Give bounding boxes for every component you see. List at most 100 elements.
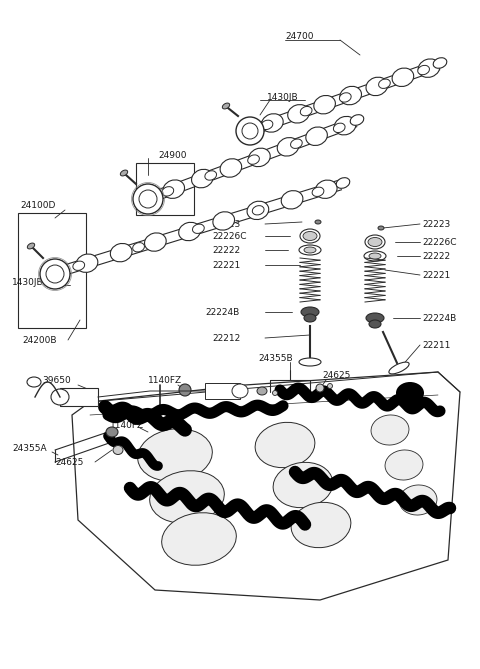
Ellipse shape (339, 93, 351, 102)
Ellipse shape (303, 231, 317, 240)
Ellipse shape (378, 226, 384, 230)
Ellipse shape (40, 259, 70, 289)
Text: 22226C: 22226C (422, 237, 456, 246)
Ellipse shape (255, 422, 315, 468)
Ellipse shape (73, 261, 84, 270)
Text: 24700: 24700 (285, 31, 313, 41)
Ellipse shape (247, 201, 269, 219)
Ellipse shape (261, 120, 273, 130)
Ellipse shape (273, 462, 333, 508)
Text: 24355A: 24355A (12, 444, 47, 452)
Ellipse shape (366, 313, 384, 323)
Text: 22223: 22223 (422, 219, 450, 229)
Ellipse shape (306, 127, 327, 145)
Ellipse shape (179, 384, 191, 396)
Ellipse shape (350, 114, 364, 125)
Ellipse shape (334, 123, 345, 132)
Text: 22223: 22223 (212, 219, 240, 229)
Ellipse shape (220, 159, 241, 177)
Text: 1140FZ: 1140FZ (148, 375, 182, 385)
Ellipse shape (252, 205, 264, 215)
Ellipse shape (150, 471, 224, 523)
Ellipse shape (336, 178, 350, 189)
Ellipse shape (304, 314, 316, 322)
Ellipse shape (144, 233, 166, 252)
Ellipse shape (300, 106, 312, 116)
Ellipse shape (76, 254, 98, 272)
Text: 22222: 22222 (422, 252, 450, 260)
Text: 22222: 22222 (212, 246, 240, 254)
Ellipse shape (418, 59, 440, 78)
Text: 1430JB: 1430JB (12, 278, 44, 286)
Ellipse shape (315, 180, 337, 199)
Ellipse shape (133, 184, 163, 214)
Ellipse shape (364, 251, 386, 261)
Ellipse shape (242, 123, 258, 139)
Ellipse shape (232, 384, 248, 398)
Ellipse shape (399, 485, 437, 515)
Bar (18, 213, 86, 328)
Ellipse shape (385, 450, 423, 480)
Ellipse shape (379, 79, 390, 88)
Ellipse shape (27, 377, 41, 387)
Ellipse shape (120, 170, 128, 176)
Ellipse shape (369, 320, 381, 328)
Ellipse shape (301, 307, 319, 317)
Ellipse shape (179, 222, 200, 241)
Ellipse shape (139, 190, 157, 208)
Polygon shape (72, 372, 460, 600)
Text: 24625: 24625 (322, 371, 350, 379)
Ellipse shape (138, 429, 212, 481)
Text: 1430JB: 1430JB (267, 92, 299, 102)
Ellipse shape (299, 358, 321, 366)
Ellipse shape (418, 66, 430, 75)
Bar (136, 163, 194, 215)
Ellipse shape (368, 237, 382, 246)
Ellipse shape (46, 265, 64, 283)
Ellipse shape (366, 77, 387, 96)
Text: 22221: 22221 (422, 270, 450, 280)
Ellipse shape (299, 245, 321, 255)
Ellipse shape (281, 191, 303, 209)
Ellipse shape (327, 383, 333, 389)
Ellipse shape (290, 139, 302, 149)
Text: 1140FZ: 1140FZ (110, 421, 144, 429)
Text: 24100D: 24100D (20, 201, 55, 209)
Ellipse shape (316, 384, 324, 392)
Ellipse shape (277, 138, 299, 156)
Text: 22224B: 22224B (422, 314, 456, 322)
Ellipse shape (369, 253, 381, 259)
Ellipse shape (192, 224, 204, 233)
Text: 22212: 22212 (212, 334, 240, 343)
Ellipse shape (213, 212, 235, 230)
Text: 24900: 24900 (158, 151, 187, 159)
Ellipse shape (365, 235, 385, 249)
Text: 22211: 22211 (422, 341, 450, 349)
Ellipse shape (389, 362, 409, 374)
Ellipse shape (371, 415, 409, 445)
Bar (205, 383, 240, 399)
Ellipse shape (249, 148, 270, 167)
Text: 24355B: 24355B (258, 353, 293, 363)
Ellipse shape (340, 86, 361, 105)
Ellipse shape (312, 187, 324, 197)
Ellipse shape (314, 96, 336, 114)
Text: 22226C: 22226C (212, 231, 247, 240)
Ellipse shape (205, 171, 216, 180)
Ellipse shape (335, 116, 356, 135)
Ellipse shape (222, 103, 230, 109)
Bar (60, 388, 98, 406)
Ellipse shape (113, 446, 123, 454)
Ellipse shape (162, 187, 174, 196)
Ellipse shape (257, 387, 267, 395)
Ellipse shape (262, 114, 283, 132)
Ellipse shape (433, 58, 447, 68)
Ellipse shape (163, 180, 184, 199)
Ellipse shape (110, 244, 132, 262)
Ellipse shape (192, 169, 213, 188)
Ellipse shape (300, 229, 320, 243)
Ellipse shape (288, 104, 309, 123)
Ellipse shape (315, 220, 321, 224)
Ellipse shape (27, 243, 35, 249)
Ellipse shape (248, 155, 259, 165)
